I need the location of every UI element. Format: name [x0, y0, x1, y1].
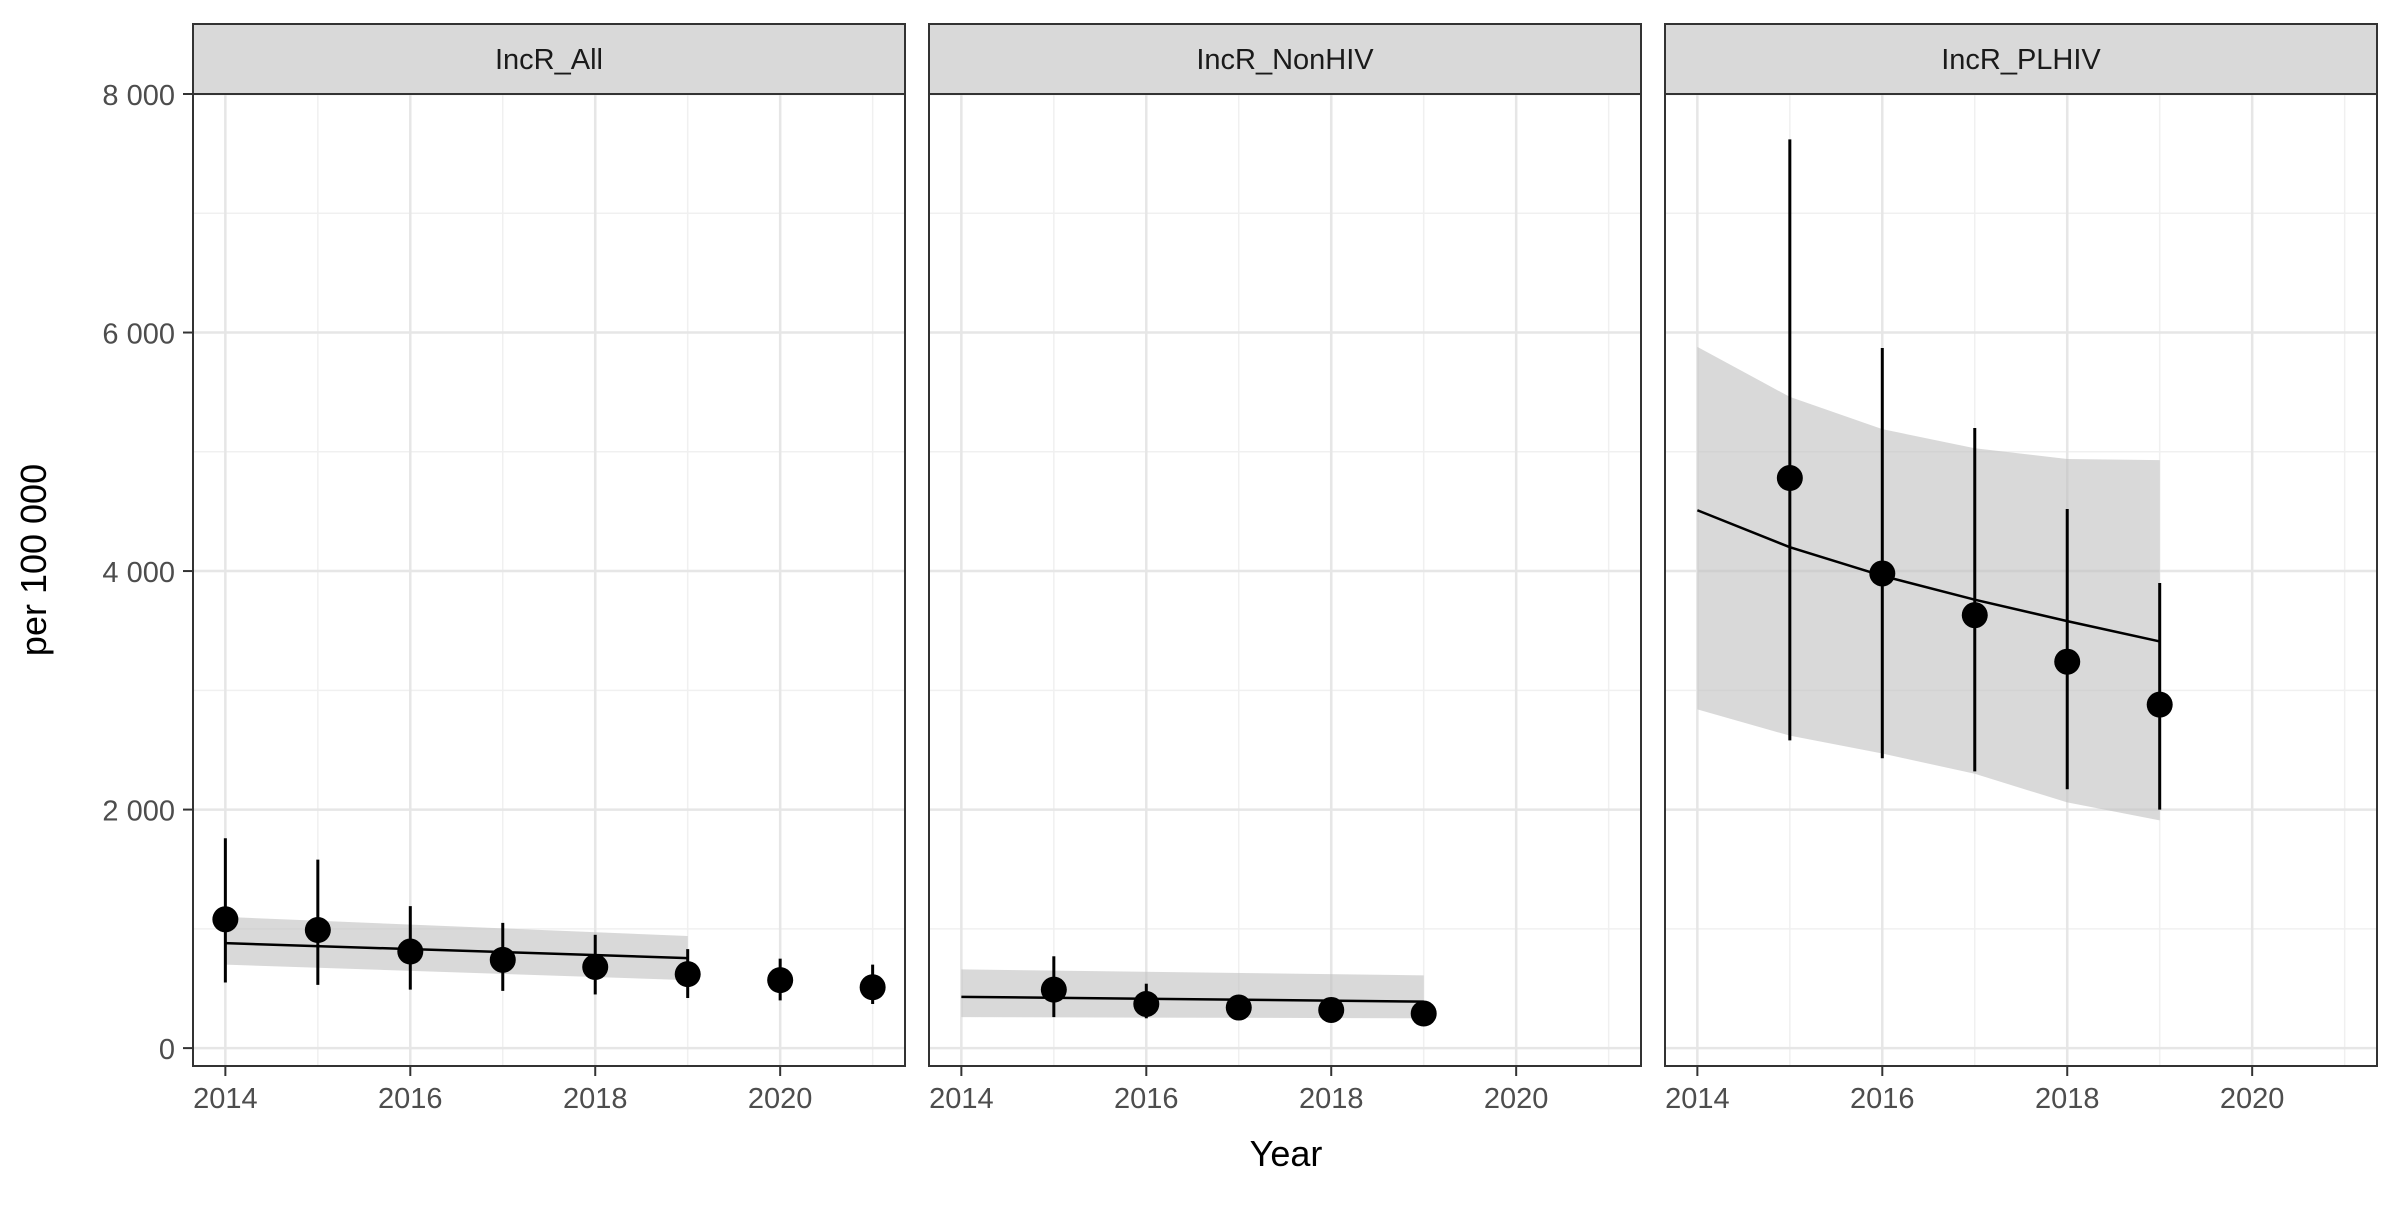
data-point [1776, 465, 1803, 492]
facet-strip [192, 23, 906, 95]
x-tick-label: 2018 [2035, 1083, 2100, 1115]
y-tick-label: 8 000 [102, 80, 175, 112]
data-point [1133, 990, 1160, 1017]
data-point [1410, 1000, 1437, 1027]
y-axis-title: per 100 000 [13, 464, 54, 656]
confidence-band [225, 916, 688, 981]
data-point [212, 906, 239, 933]
data-point [1225, 994, 1252, 1021]
facet-label: IncR_All [495, 44, 603, 76]
data-point [397, 938, 424, 965]
panel-background [929, 94, 1641, 1066]
x-tick-label: 2014 [1665, 1083, 1730, 1115]
data-point [1318, 996, 1345, 1023]
x-tick-label: 2016 [1114, 1083, 1179, 1115]
facet-label: IncR_NonHIV [1196, 44, 1374, 76]
x-tick-label: 2018 [1299, 1083, 1364, 1115]
x-tick-label: 2016 [378, 1083, 443, 1115]
data-point [767, 967, 794, 994]
x-tick-label: 2018 [563, 1083, 628, 1115]
x-tick-label: 2020 [748, 1083, 813, 1115]
facet-incr-plhiv: IncR_PLHIV 2014 2016 2018 2020 [1664, 23, 2378, 1115]
facet-strip [1664, 23, 2378, 95]
confidence-band [1697, 346, 2160, 821]
y-tick-label: 0 [159, 1034, 175, 1066]
trend-line [225, 941, 688, 960]
y-tick-label: 4 000 [102, 557, 175, 589]
data-point [1869, 560, 1896, 587]
panel-background [193, 94, 905, 1066]
x-tick-label: 2020 [1484, 1083, 1549, 1115]
y-tick-label: 6 000 [102, 319, 175, 351]
x-axis-title: Year [1250, 1133, 1323, 1174]
data-point [489, 946, 516, 973]
x-tick-label: 2014 [929, 1083, 994, 1115]
data-point [674, 961, 701, 988]
trend-line [1696, 509, 2160, 643]
facet-label: IncR_PLHIV [1941, 44, 2101, 76]
trend-line [961, 995, 1424, 1003]
confidence-band [961, 969, 1424, 1019]
x-tick-label: 2014 [193, 1083, 258, 1115]
y-tick-label: 2 000 [102, 796, 175, 828]
x-tick-label: 2020 [2220, 1083, 2285, 1115]
data-point [582, 954, 609, 981]
data-point [2146, 691, 2173, 718]
data-point [859, 974, 886, 1001]
data-point [304, 917, 331, 944]
facet-strip [928, 23, 1642, 95]
facet-incr-all: IncR_All 2014 2016 2018 2020 [192, 23, 906, 1115]
data-point [1961, 602, 1988, 629]
facet-incr-nonhiv: IncR_NonHIV 2014 2016 2018 2020 [928, 23, 1642, 1115]
data-point [1040, 976, 1067, 1003]
data-point [2054, 648, 2081, 675]
x-tick-label: 2016 [1850, 1083, 1915, 1115]
